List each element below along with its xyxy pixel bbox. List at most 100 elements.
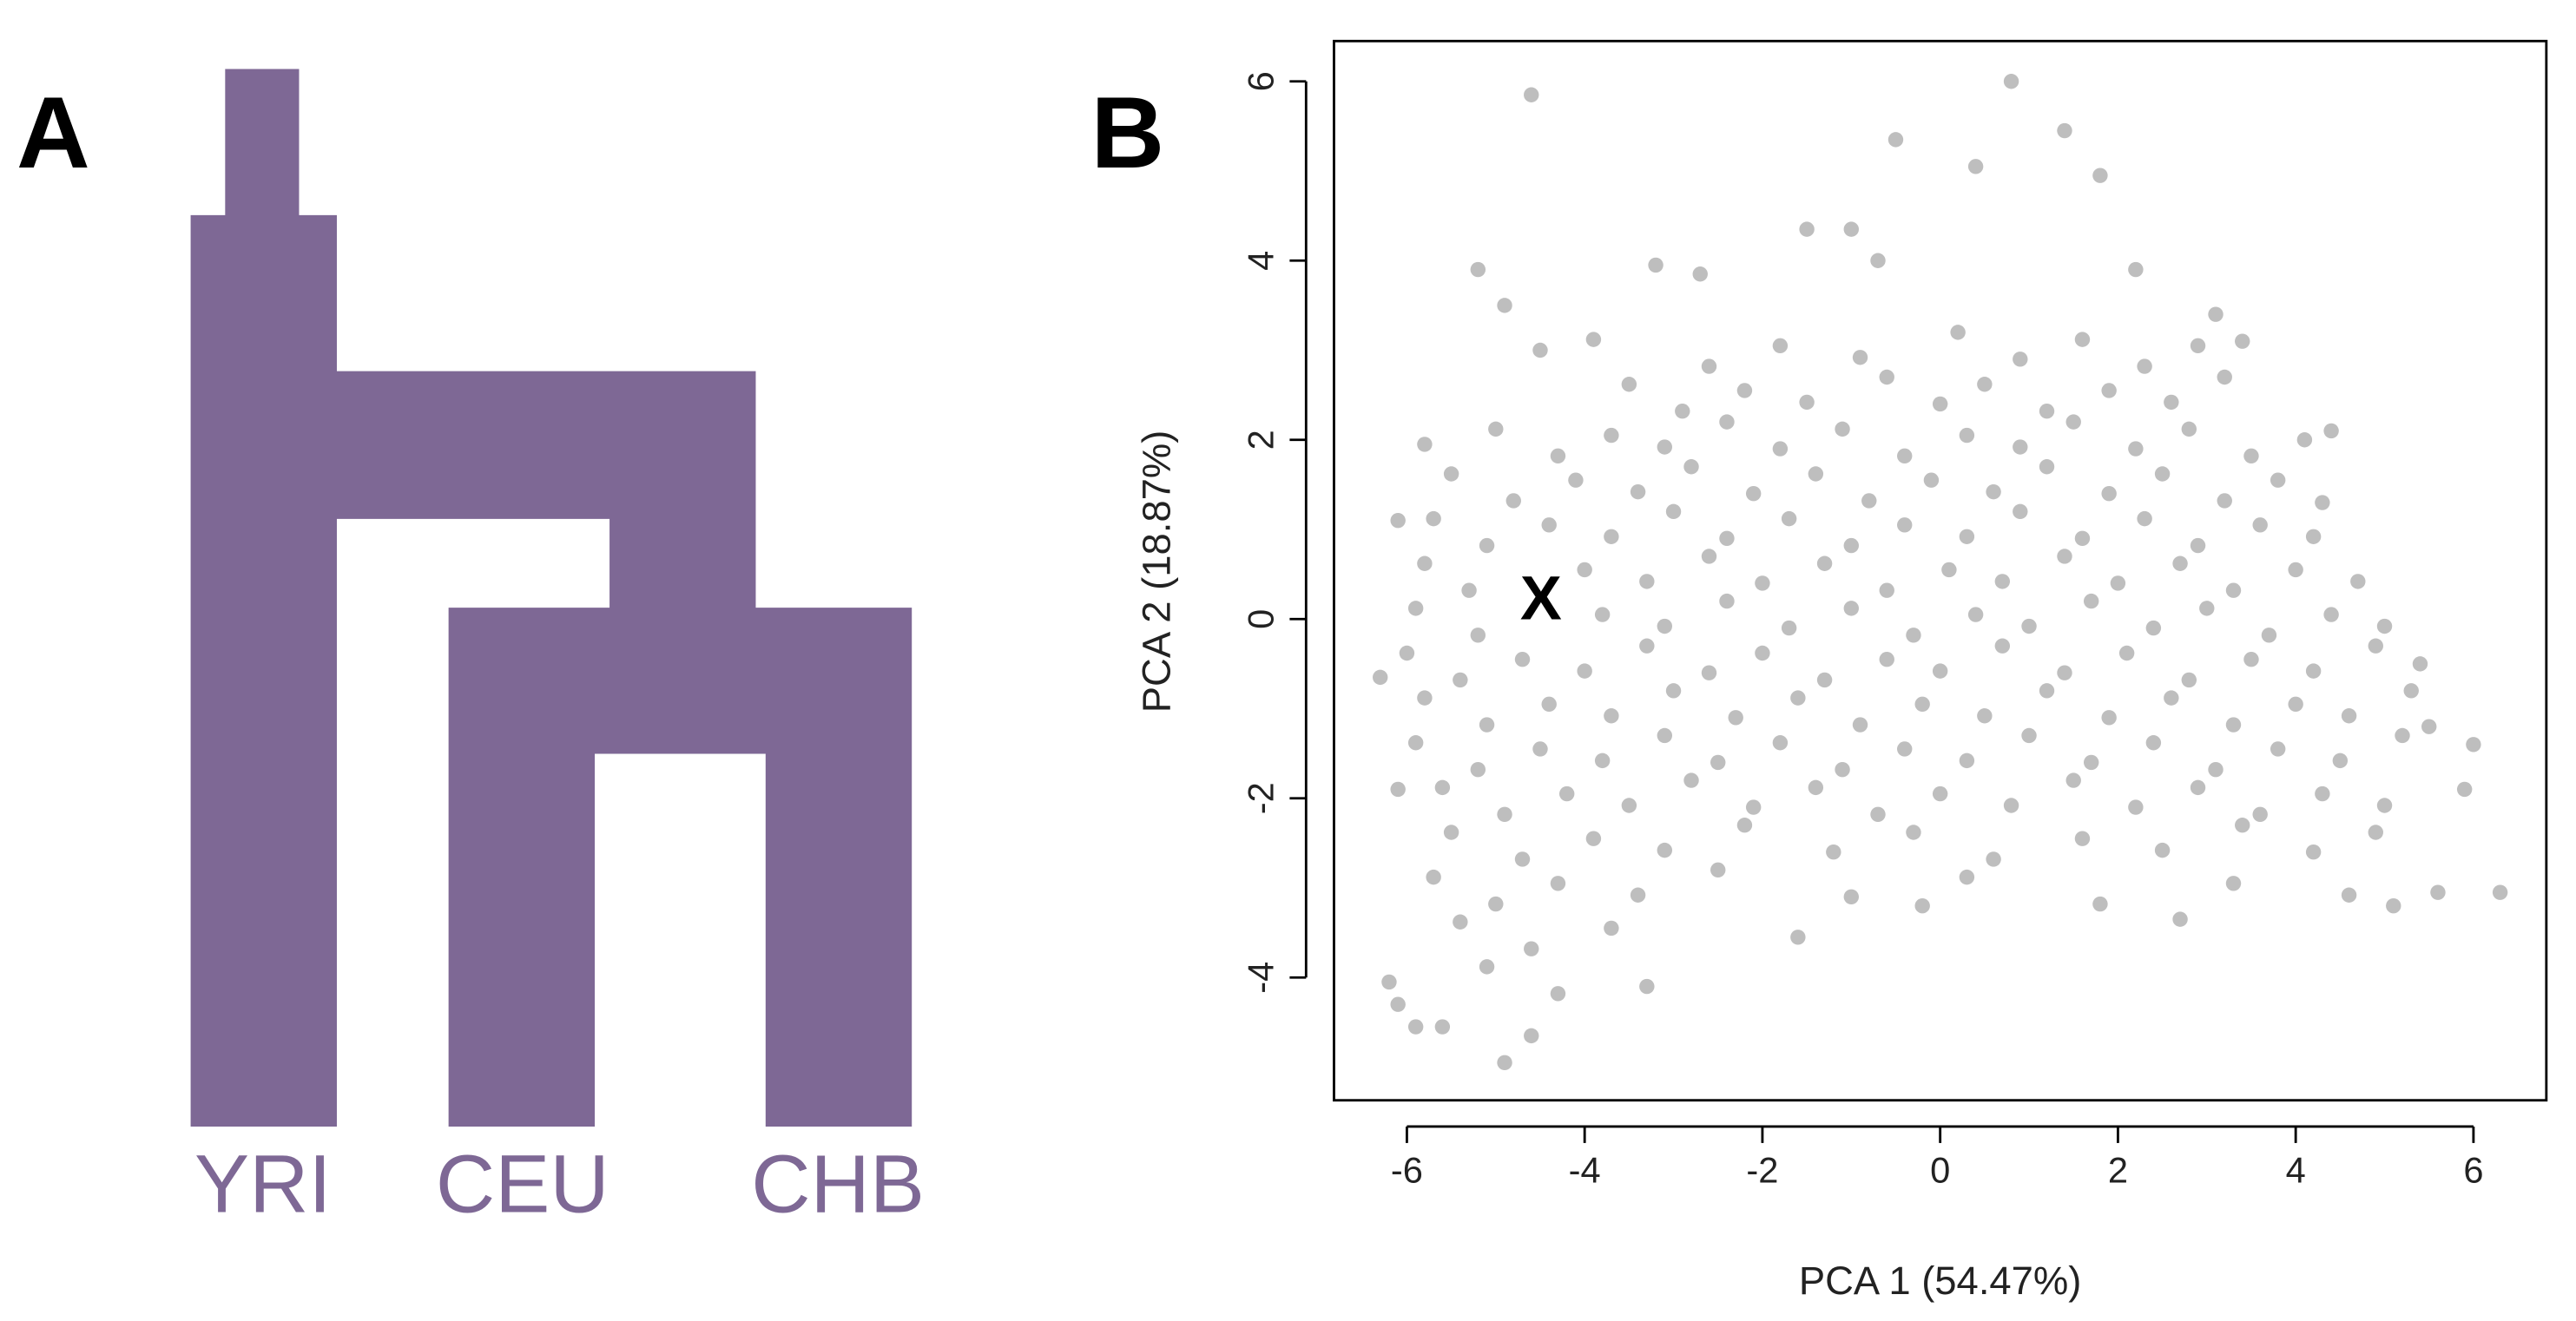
- point: [1808, 779, 1824, 796]
- point: [2137, 510, 2152, 527]
- point: [2376, 618, 2393, 634]
- y-tick-label: -2: [1240, 782, 1281, 814]
- y-tick-label: 2: [1240, 430, 1281, 450]
- point: [1852, 350, 1868, 365]
- point: [1639, 978, 1655, 995]
- point: [1959, 869, 1975, 885]
- point: [2243, 448, 2259, 464]
- point: [1843, 537, 1859, 554]
- point: [1826, 844, 1841, 860]
- point: [2395, 727, 2410, 744]
- point: [1665, 683, 1682, 699]
- point: [1558, 785, 1575, 802]
- point: [1701, 665, 1717, 680]
- point: [2154, 466, 2171, 482]
- point: [1407, 601, 1424, 616]
- point: [1568, 472, 1584, 488]
- point: [2225, 717, 2242, 733]
- point: [1550, 876, 1566, 891]
- point: [1399, 645, 1415, 661]
- point: [2039, 459, 2055, 475]
- point: [1745, 799, 1762, 815]
- point: [1932, 663, 1948, 679]
- point: [1541, 517, 1557, 533]
- point: [1897, 517, 1913, 533]
- plot-frame: [1333, 39, 2548, 1102]
- point: [1524, 87, 1539, 102]
- point: [2172, 911, 2188, 927]
- point: [2270, 741, 2286, 757]
- point: [2065, 772, 2081, 788]
- point: [2013, 439, 2028, 455]
- y-tick-label: 6: [1240, 71, 1281, 91]
- point: [1497, 1055, 1512, 1071]
- point: [1373, 669, 1388, 686]
- point: [1843, 601, 1859, 616]
- point: [1932, 785, 1948, 802]
- point: [1967, 607, 1984, 622]
- point: [2128, 799, 2144, 815]
- point: [1604, 427, 1619, 444]
- point: [1497, 806, 1512, 823]
- point: [2065, 414, 2081, 430]
- point: [1967, 159, 1984, 174]
- point: [1879, 582, 1894, 598]
- point: [2225, 582, 2242, 598]
- point: [1906, 628, 1921, 643]
- point: [1461, 582, 1477, 598]
- point: [1453, 914, 1468, 930]
- point: [2208, 762, 2224, 778]
- x-tick-label: -2: [1746, 1149, 1778, 1190]
- point: [2350, 574, 2366, 589]
- point: [2368, 638, 2383, 654]
- population-label: CHB: [751, 1138, 925, 1230]
- point: [2003, 74, 2019, 89]
- point: [1790, 690, 1806, 706]
- point: [2252, 517, 2268, 533]
- point: [1443, 466, 1459, 482]
- point: [1594, 753, 1611, 769]
- point: [1524, 1028, 1539, 1044]
- point: [1683, 459, 1699, 475]
- point: [1755, 645, 1770, 661]
- point: [1426, 510, 1441, 527]
- point: [1577, 663, 1592, 679]
- point: [1755, 575, 1770, 591]
- point: [2466, 737, 2481, 753]
- point: [1870, 806, 1886, 823]
- point: [1657, 439, 1673, 455]
- point: [2235, 333, 2250, 349]
- point: [2021, 727, 2037, 744]
- point: [1453, 672, 1468, 688]
- point: [1621, 798, 1637, 813]
- point: [1986, 851, 2001, 867]
- point: [1604, 529, 1619, 544]
- point: [2074, 831, 2091, 846]
- points: [1373, 74, 2508, 1071]
- point: [2288, 696, 2303, 713]
- point: [2057, 549, 2072, 564]
- point: [2323, 607, 2339, 622]
- point: [2057, 665, 2072, 680]
- point: [1719, 530, 1735, 547]
- point: [1443, 825, 1459, 840]
- point: [2199, 601, 2215, 616]
- point: [1505, 493, 1521, 509]
- point: [1550, 986, 1566, 1002]
- point: [2456, 781, 2473, 798]
- point: [2252, 806, 2268, 823]
- point: [1604, 920, 1619, 937]
- point: [1745, 486, 1762, 502]
- point: [1407, 735, 1424, 751]
- point: [1914, 696, 1930, 713]
- point: [1959, 427, 1975, 444]
- point: [2145, 735, 2162, 751]
- point: [1835, 762, 1850, 778]
- point: [1861, 493, 1877, 509]
- point: [2315, 785, 2330, 802]
- point: [1843, 889, 1859, 905]
- point: [2305, 844, 2322, 860]
- point: [1470, 261, 1486, 278]
- point: [1977, 708, 1993, 724]
- point: [1585, 332, 1602, 347]
